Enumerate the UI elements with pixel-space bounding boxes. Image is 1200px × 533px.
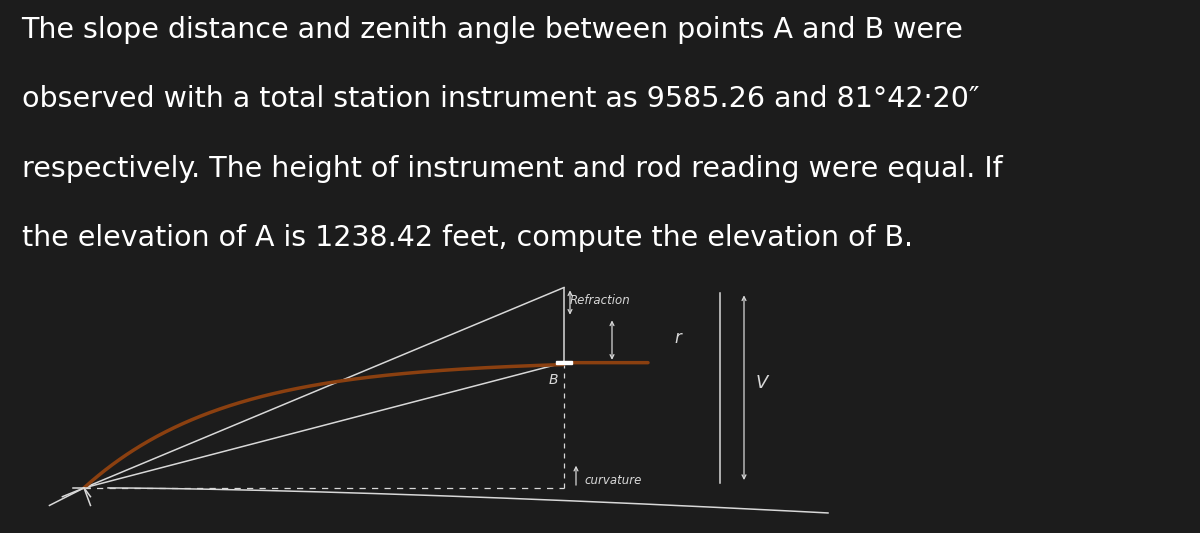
Bar [556,361,571,364]
Text: Refraction: Refraction [570,294,631,306]
Text: respectively. The height of instrument and rod reading were equal. If: respectively. The height of instrument a… [22,155,1002,183]
Text: r: r [674,329,682,346]
Text: B: B [548,373,558,386]
Text: V: V [756,374,768,392]
Text: observed with a total station instrument as 9585.26 and 81°42‧20″: observed with a total station instrument… [22,85,979,114]
Text: The slope distance and zenith angle between points A and B were: The slope distance and zenith angle betw… [22,16,964,44]
Text: the elevation of A is 1238.42 feet, compute the elevation of B.: the elevation of A is 1238.42 feet, comp… [22,224,913,252]
Text: curvature: curvature [584,474,642,487]
